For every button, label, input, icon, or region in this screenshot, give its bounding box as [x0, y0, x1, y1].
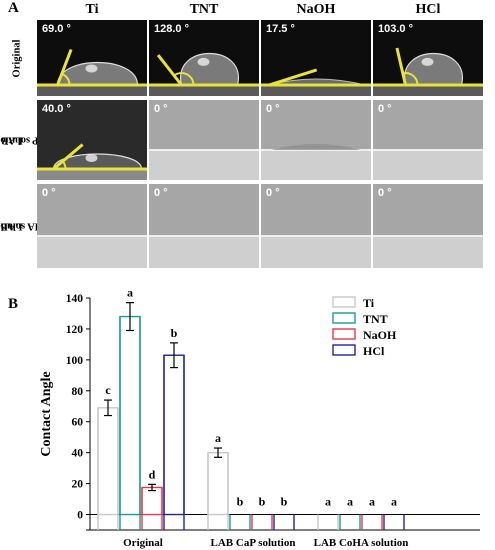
bar	[97, 407, 119, 516]
row-header-original: Original	[0, 20, 34, 96]
significance-letter: d	[149, 467, 156, 481]
x-category-label: LAB CaP solution	[211, 537, 296, 549]
contact-angle-label: 0 °	[266, 187, 280, 199]
y-tick-label: 120	[66, 324, 84, 336]
legend-swatch	[332, 344, 356, 356]
droplet-photo: 0 °	[373, 184, 483, 268]
row-header-cap: LAB CaP solution	[0, 100, 51, 180]
significance-letter: b	[171, 326, 178, 340]
row-header-original-text: Original	[11, 39, 23, 77]
y-tick-label: 100	[66, 355, 84, 367]
y-tick-label: 0	[77, 510, 83, 522]
droplet-photo: 128.0 °	[149, 20, 259, 96]
significance-letter: b	[281, 495, 288, 509]
significance-letter: a	[127, 286, 133, 300]
row-header-coha: LAB CoHA solution	[0, 184, 56, 268]
x-category-label: Original	[123, 537, 163, 549]
column-header-naoh: NaOH	[296, 2, 336, 17]
significance-letter: a	[347, 495, 353, 509]
legend-swatch	[332, 296, 356, 308]
row-header-coha-block: LAB CoHA solution	[0, 193, 56, 259]
contact-angle-bar-chart: 0 20 40 60 80 100 120 140 Contact Angle Original L…	[39, 286, 480, 549]
droplet-photo: 0 °	[261, 100, 371, 180]
significance-letter: b	[237, 495, 244, 509]
droplet-photo: 0 °	[261, 184, 371, 268]
panel-b-letter: B	[8, 296, 19, 312]
contact-angle-label: 0 °	[154, 187, 168, 199]
droplet-photo: 0 °	[149, 184, 259, 268]
droplet-photo: 0 °	[373, 100, 483, 180]
contact-angle-label: 40.0 °	[42, 103, 71, 115]
column-header-ti: Ti	[85, 2, 99, 17]
contact-angle-label: 17.5 °	[266, 23, 295, 35]
significance-letter: a	[325, 495, 331, 509]
column-header-hcl: HCl	[415, 2, 441, 17]
legend-label: TNT	[363, 312, 388, 326]
significance-letter: a	[369, 495, 375, 509]
contact-angle-label: 0 °	[42, 187, 56, 199]
bar	[207, 451, 229, 516]
significance-letter: a	[391, 495, 397, 509]
legend-swatch	[332, 312, 356, 324]
droplet-photo: 40.0 °	[37, 100, 147, 180]
legend-label: HCl	[363, 344, 385, 358]
droplet-photo: 0 °	[149, 100, 259, 180]
y-tick-label: 20	[72, 479, 84, 491]
contact-angle-label: 128.0 °	[154, 23, 189, 35]
y-tick-label: 140	[66, 293, 84, 305]
droplet-photo: 17.5 °	[261, 20, 371, 96]
contact-angle-label: 69.0 °	[42, 23, 71, 35]
significance-letter: a	[215, 431, 221, 445]
contact-angle-label: 0 °	[378, 103, 392, 115]
droplet-photo: 103.0 °	[373, 20, 483, 96]
panel-a-letter: A	[8, 0, 19, 16]
column-header-tnt: TNT	[189, 2, 219, 17]
legend-label: NaOH	[363, 328, 397, 342]
significance-letter: c	[105, 383, 111, 397]
row-header-cap-block: LAB CaP solution	[0, 112, 51, 169]
y-axis-title: Contact Angle	[39, 371, 54, 456]
contact-angle-label: 103.0 °	[378, 23, 413, 35]
legend-label: Ti	[363, 296, 375, 310]
x-category-label: LAB CoHA solution	[314, 537, 409, 549]
droplet-photo: 69.0 °	[37, 20, 147, 96]
y-tick-label: 60	[72, 417, 84, 429]
y-tick-label: 40	[72, 448, 84, 460]
contact-angle-label: 0 °	[266, 103, 280, 115]
bar	[141, 486, 163, 516]
contact-angle-label: 0 °	[378, 187, 392, 199]
droplet-photo: 0 °	[37, 184, 147, 268]
bar	[119, 315, 141, 516]
legend-swatch	[332, 328, 356, 340]
bar	[163, 354, 185, 516]
contact-angle-label: 0 °	[154, 103, 168, 115]
significance-letter: b	[259, 495, 266, 509]
y-tick-label: 80	[72, 386, 84, 398]
